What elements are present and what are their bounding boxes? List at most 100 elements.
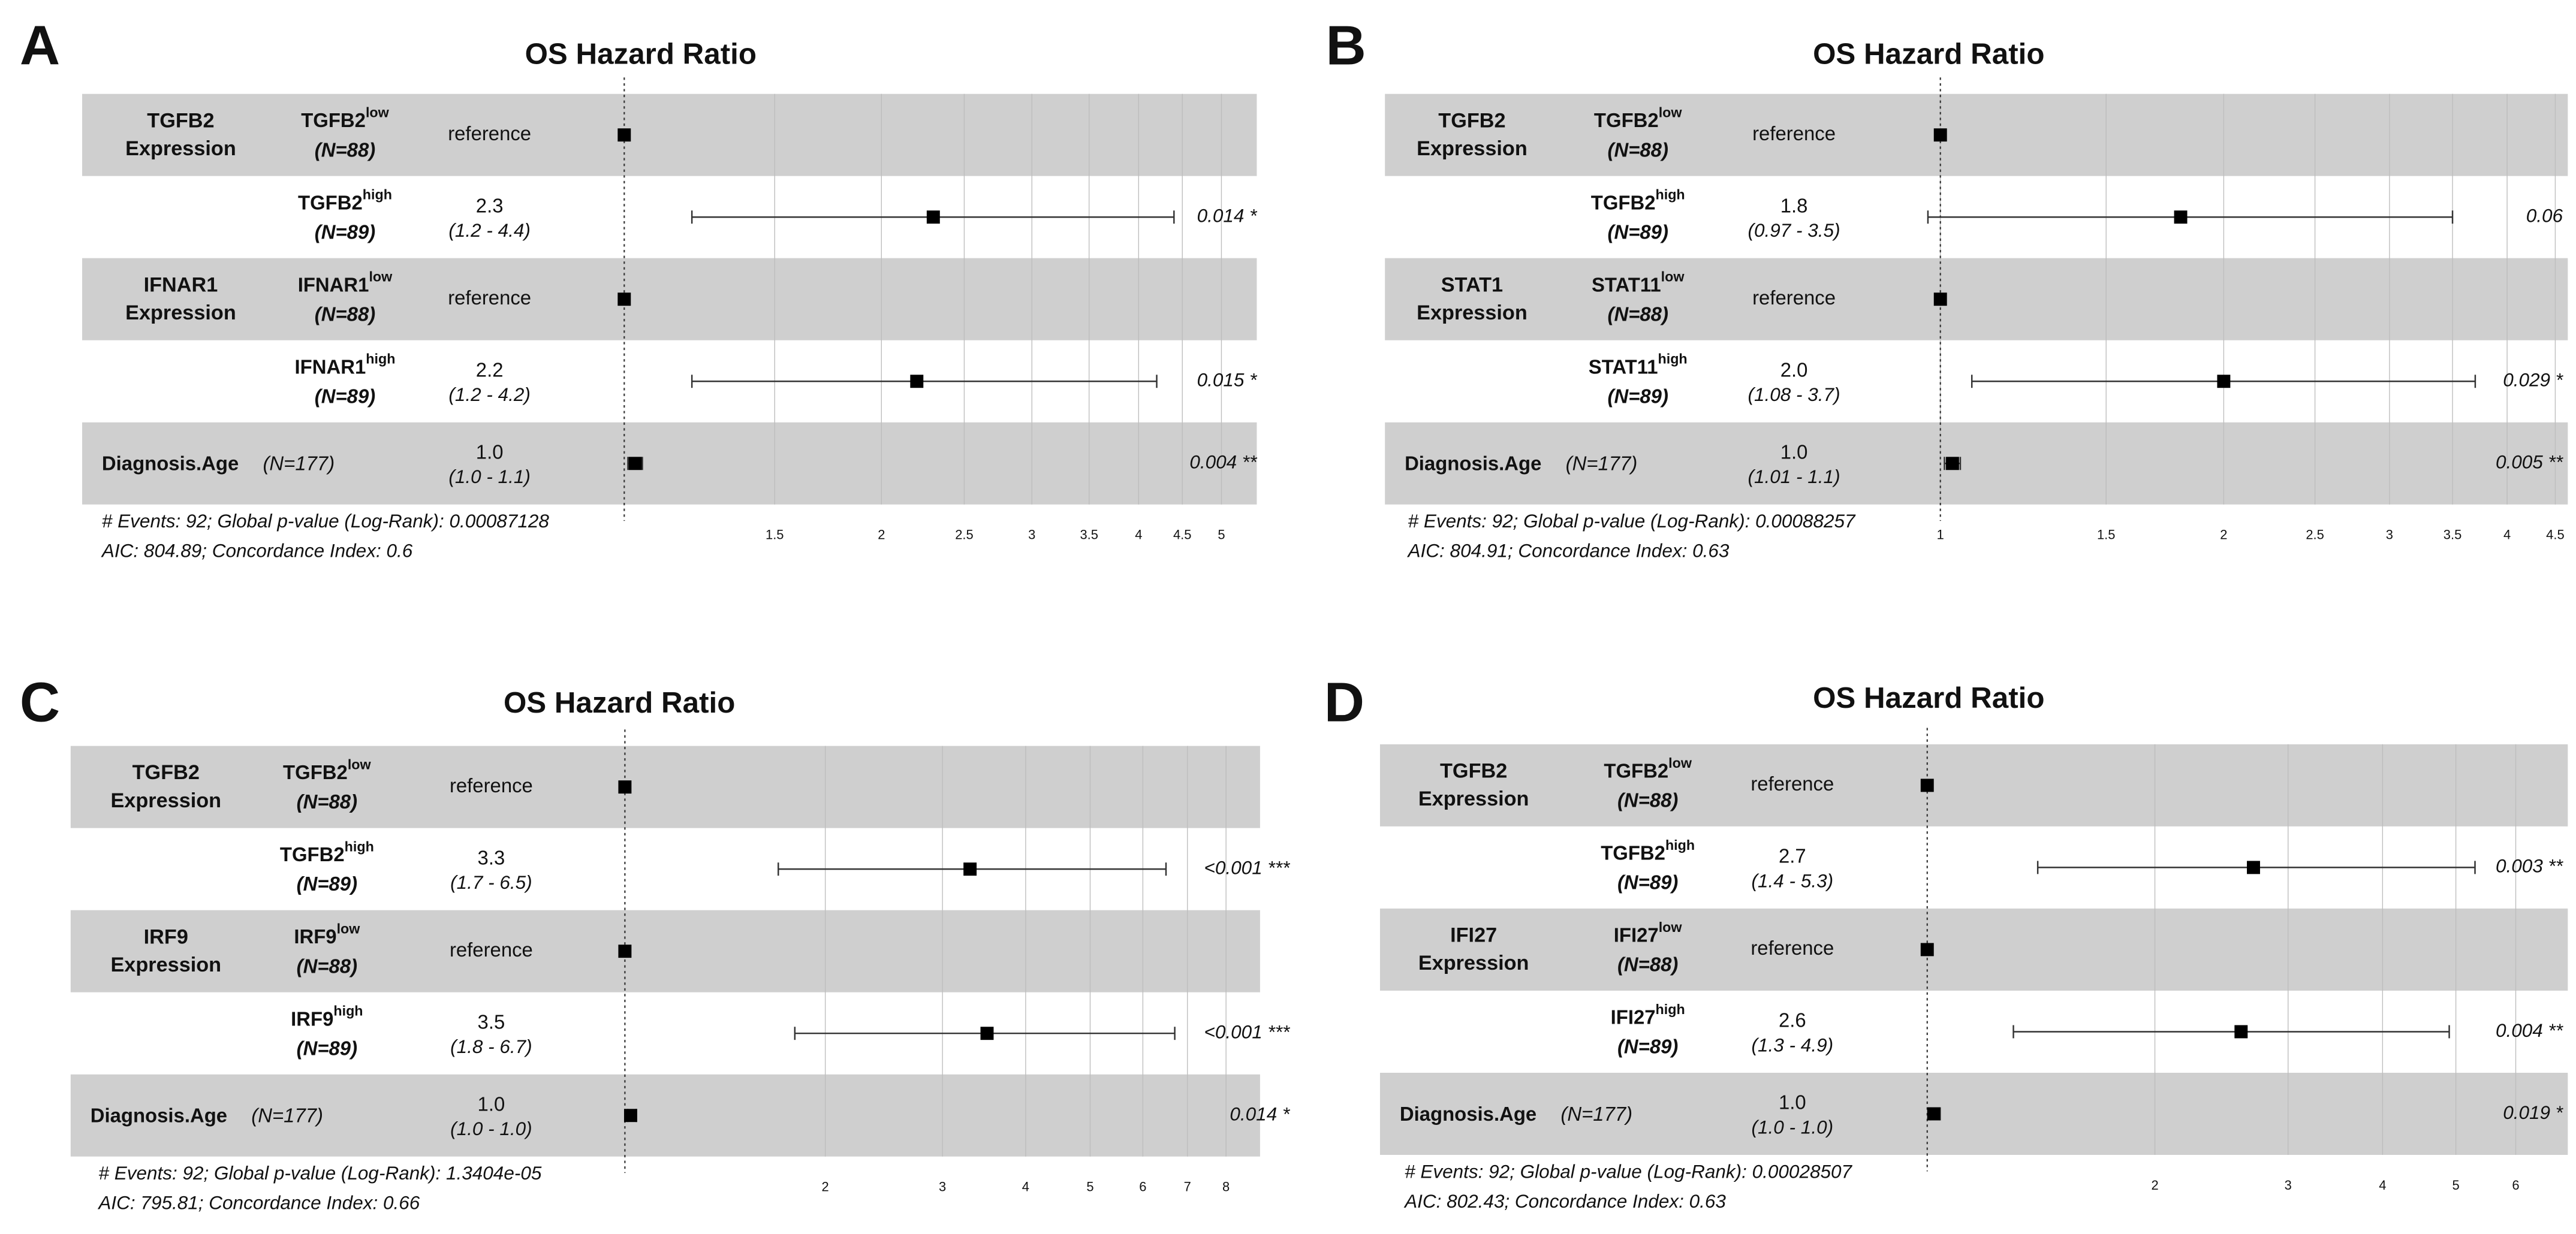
estimate-marker (628, 457, 642, 470)
level-label: TGFB2low (1604, 755, 1692, 782)
estimate-marker (2234, 1025, 2248, 1039)
level-name: TGFB2 (301, 109, 366, 131)
panel-letter: D (1324, 671, 1364, 733)
ci-label: (1.0 - 1.0) (450, 1118, 532, 1139)
footer-note: AIC: 804.89; Concordance Index: 0.6 (101, 540, 413, 562)
estimate-marker (623, 1109, 637, 1123)
n-label: (N=177) (1560, 1103, 1632, 1125)
group-label: Expression (110, 789, 221, 812)
n-label: (N=89) (1617, 871, 1678, 894)
estimate-marker (1927, 1107, 1941, 1121)
row-band (1379, 908, 2568, 991)
level-name: TGFB2 (1591, 191, 1656, 213)
estimate-marker (2217, 375, 2231, 388)
level-superscript: high (366, 351, 395, 367)
level-name: TGFB2 (1594, 109, 1659, 131)
ci-label: (1.0 - 1.0) (1752, 1116, 1834, 1138)
estimate-label: 2.6 (1779, 1009, 1806, 1031)
level-superscript: low (366, 105, 390, 120)
x-tick-label: 6 (2512, 1178, 2519, 1193)
estimate-marker (1933, 128, 1947, 142)
group-label: TGFB2 (147, 109, 214, 132)
x-tick-label: 1 (1937, 527, 1944, 542)
estimate-label: 3.5 (478, 1010, 505, 1033)
n-label: (N=88) (1617, 789, 1678, 811)
row-band (82, 422, 1257, 505)
ci-label: (1.2 - 4.2) (448, 384, 531, 405)
level-label: IFNAR1high (295, 351, 396, 378)
estimate-marker (617, 128, 631, 142)
p-value-label: 0.019 * (2503, 1102, 2564, 1123)
x-tick-label: 3 (2285, 1178, 2292, 1193)
estimate-label: 1.0 (476, 441, 504, 463)
row-band (1379, 744, 2568, 826)
row-band (70, 1074, 1260, 1157)
level-superscript: low (337, 921, 361, 937)
level-superscript: high (345, 839, 374, 855)
n-label: (N=88) (297, 955, 357, 977)
p-value-label: 0.014 * (1197, 205, 1258, 227)
ci-label: (1.3 - 4.9) (1752, 1034, 1834, 1055)
n-label: (N=89) (297, 1037, 357, 1059)
level-name: STAT11 (1592, 273, 1661, 295)
level-label: TGFB2high (1591, 187, 1685, 213)
level-label: IFI27low (1614, 919, 1683, 946)
level-superscript: high (333, 1003, 363, 1019)
footer-note: AIC: 804.91; Concordance Index: 0.63 (1407, 540, 1730, 562)
ci-label: (1.0 - 1.1) (448, 466, 531, 487)
panel-title: OS Hazard Ratio (525, 38, 757, 71)
level-name: IFNAR1 (295, 355, 366, 378)
group-label: TGFB2 (1440, 760, 1507, 783)
n-label: (N=89) (315, 221, 375, 243)
x-tick-label: 8 (1222, 1179, 1230, 1194)
p-value-label: 0.06 (2526, 205, 2563, 227)
x-tick-label: 3 (2386, 527, 2393, 542)
ci-label: (1.4 - 5.3) (1752, 870, 1834, 891)
estimate-marker (910, 375, 924, 388)
x-tick-label: 1.5 (2097, 527, 2115, 542)
level-name: IFI27 (1611, 1006, 1656, 1028)
x-tick-label: 2 (2151, 1178, 2158, 1193)
n-label: (N=177) (251, 1105, 323, 1127)
level-label: IRF9high (291, 1003, 363, 1030)
estimate-label: reference (450, 774, 533, 796)
footer-note: # Events: 92; Global p-value (Log-Rank):… (102, 510, 549, 532)
p-value-label: 0.004 ** (1189, 451, 1258, 473)
x-tick-label: 2 (2220, 527, 2227, 542)
x-tick-label: 5 (1086, 1179, 1093, 1194)
estimate-marker (2247, 861, 2260, 874)
group-label: Expression (125, 137, 236, 160)
ci-label: (1.2 - 4.4) (448, 219, 531, 241)
footer-note: AIC: 802.43; Concordance Index: 0.63 (1403, 1190, 1726, 1212)
level-superscript: low (1659, 919, 1683, 935)
p-value-label: 0.029 * (2503, 369, 2564, 391)
p-value-label: <0.001 *** (1204, 856, 1290, 878)
estimate-marker (617, 292, 631, 306)
x-tick-label: 5 (2453, 1178, 2460, 1193)
level-name: TGFB2 (283, 761, 348, 783)
group-label: Expression (1418, 952, 1529, 974)
estimate-label: 2.7 (1779, 845, 1806, 867)
p-value-label: 0.014 * (1230, 1103, 1291, 1125)
level-name: TGFB2 (298, 191, 363, 213)
level-label: STAT11high (1589, 351, 1688, 378)
level-label: TGFB2low (283, 757, 371, 783)
estimate-label: reference (448, 122, 531, 144)
estimate-label: 3.3 (478, 846, 505, 868)
footer-note: # Events: 92; Global p-value (Log-Rank):… (1408, 510, 1856, 532)
n-label: (N=89) (315, 385, 375, 407)
estimate-label: reference (448, 286, 531, 309)
level-label: STAT11low (1592, 269, 1685, 295)
x-tick-label: 2 (822, 1179, 829, 1194)
level-superscript: high (1656, 1001, 1685, 1017)
group-label: IFI27 (1450, 924, 1497, 947)
confidence-interval (2012, 1025, 2450, 1039)
panel-letter: C (20, 671, 60, 733)
ci-label: (1.7 - 6.5) (450, 871, 532, 893)
estimate-marker (618, 780, 632, 794)
panel-title: OS Hazard Ratio (504, 686, 735, 719)
level-label: IFI27high (1611, 1001, 1685, 1028)
group-label: Expression (110, 954, 221, 976)
row-band (1385, 258, 2568, 340)
